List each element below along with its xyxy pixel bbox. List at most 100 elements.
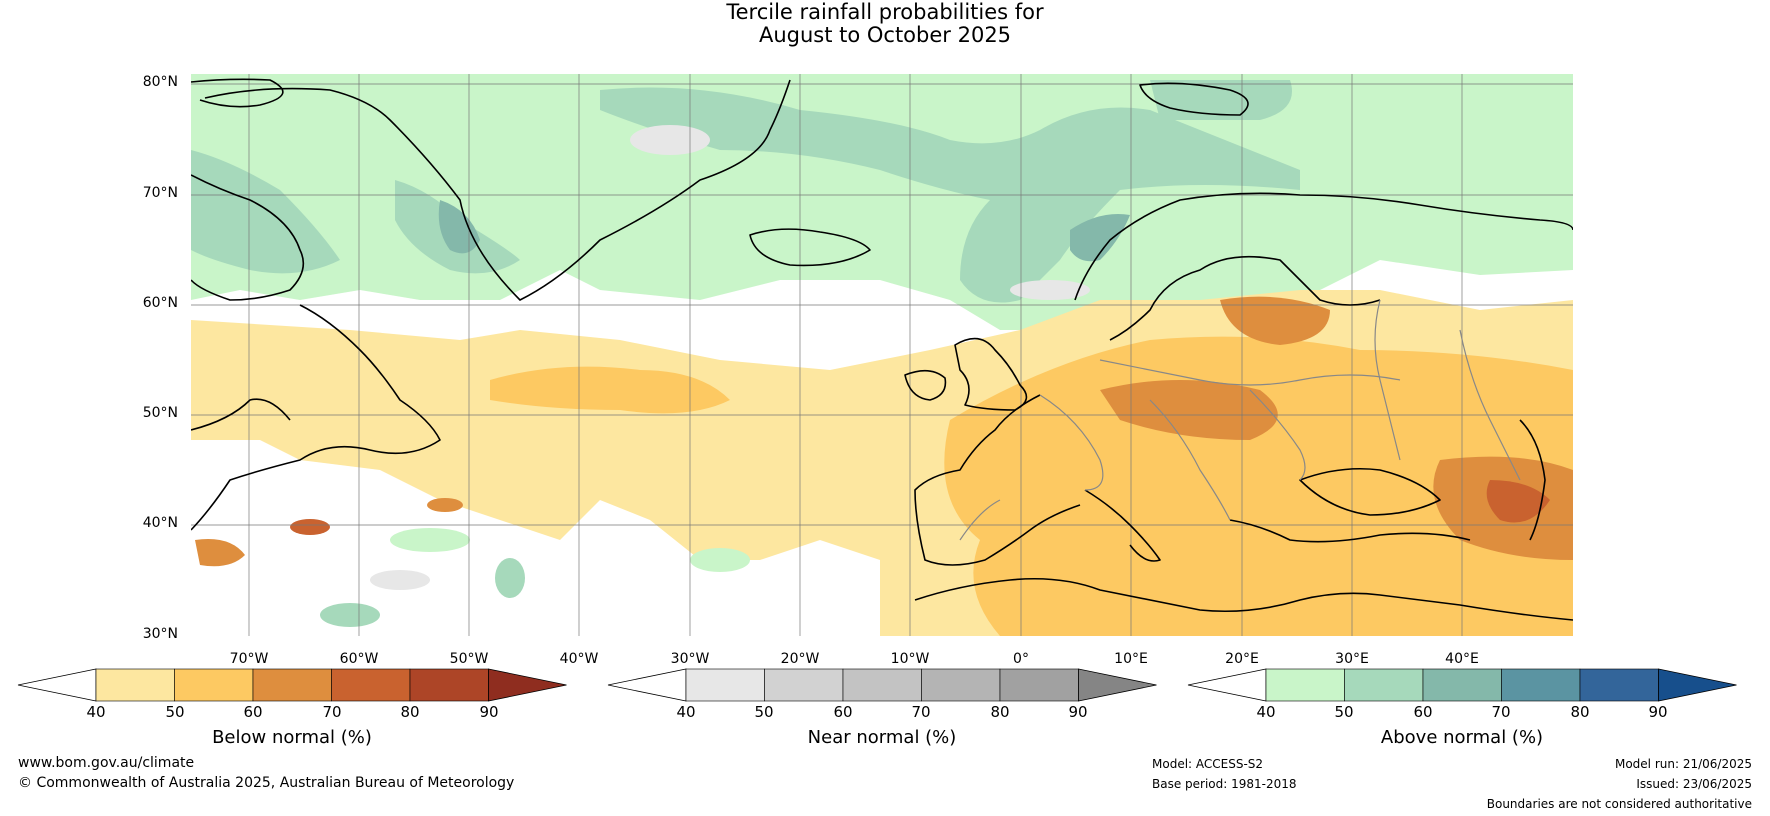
legend-tick: 90 [479,703,499,721]
legend-tick: 60 [1413,703,1433,721]
lat-label: 60°N [142,295,178,311]
legend-below-normal [17,668,567,702]
above-normal-band-mid [600,87,1300,303]
legend-swatch [1501,668,1581,702]
coast-france-iberia [914,394,1081,566]
legend-tick: 80 [990,703,1010,721]
above-normal-greenland-west [191,150,340,274]
legend-swatch [764,668,844,702]
legend-swatch [174,668,254,702]
coast-greenland [204,79,791,301]
lat-label: 40°N [142,515,178,531]
legend-swatch [409,668,489,702]
coast-baffin-labrador [191,174,305,301]
coast-greece-turkey [1229,519,1471,543]
legend-swatch [1265,668,1345,702]
above-normal-scandinavia-coast [1070,214,1130,262]
legend-extend-high [1658,668,1737,702]
legend-swatch [1422,668,1502,702]
legend-extend-high [488,668,567,702]
below-normal-spot [427,498,463,512]
legend-tick: 70 [1491,703,1511,721]
near-normal-patch [1010,280,1090,300]
legend-tick: 70 [911,703,931,721]
below-normal-atlantic-band [490,366,730,414]
coast-hudson [191,398,291,431]
lon-label: 50°W [449,651,489,667]
map-title-line1: Tercile rainfall probabilities for [726,0,1044,24]
legend-swatch [95,668,175,702]
above-normal-patch [390,528,470,552]
legend-swatch [331,668,411,702]
legend-tick: 40 [1256,703,1276,721]
above-normal-patch [690,548,750,572]
coast-sweden-finland [1109,255,1381,341]
coast-svalbard [1139,82,1249,116]
legend-extend-low [607,668,687,702]
lon-label: 30°E [1335,651,1369,667]
legend-label-above-normal: Above normal (%) [1380,727,1544,748]
coast-uk [954,337,1028,411]
coast-caspian [1519,419,1546,541]
lon-label: 30°W [670,651,710,667]
coast-iceland [749,228,871,267]
legend-tick: 90 [1068,703,1088,721]
legend-extend-high [1078,668,1157,702]
coast-black-sea [1299,467,1441,516]
map-title-line2: August to October 2025 [758,23,1012,47]
legend-tick: 60 [833,703,853,721]
lon-label: 10°E [1114,651,1148,667]
below-normal-europe-core [944,336,1573,636]
below-normal-turkey-core [1486,480,1550,523]
legend-swatch [1579,668,1659,702]
lon-label: 20°E [1225,651,1259,667]
legend-tick: 60 [243,703,263,721]
lat-label: 50°N [142,405,178,421]
legend-tick: 50 [1334,703,1354,721]
lon-label: 0° [1013,651,1029,667]
legend-swatch [999,668,1079,702]
model-run-date: Model run: 21/06/2025 [1614,757,1752,771]
issued-date: Issued: 23/06/2025 [1636,777,1752,791]
legend-tick: 50 [754,703,774,721]
lat-label: 30°N [142,626,178,642]
legend-swatch [1344,668,1424,702]
above-normal-region-north [191,74,1573,330]
above-normal-patch [320,603,380,627]
legend-label-near-normal: Near normal (%) [807,727,957,748]
website-link[interactable]: www.bom.gov.au/climate [18,755,195,771]
legend-extend-low [1187,668,1267,702]
lon-label: 70°W [229,651,269,667]
base-period: Base period: 1981-2018 [1152,777,1297,791]
copyright-text: © Commonwealth of Australia 2025, Austra… [18,775,515,791]
legend-label-below-normal: Below normal (%) [212,727,372,748]
legend-tick: 80 [400,703,420,721]
model-name: Model: ACCESS-S2 [1152,757,1264,771]
legend-tick: 40 [676,703,696,721]
near-normal-patch [370,570,430,590]
legend-above-normal [1187,668,1737,702]
coast-italy [1084,489,1161,562]
coastlines [191,78,1573,621]
lon-label: 60°W [339,651,379,667]
lon-label: 10°W [890,651,930,667]
below-normal-spot [290,519,330,535]
coast-norway [1074,192,1573,301]
legend-tick: 80 [1570,703,1590,721]
above-normal-greenland-core [438,200,480,254]
lat-label: 80°N [142,74,178,90]
coast-canada-arctic [191,78,284,108]
lon-label: 20°W [780,651,820,667]
below-normal-central-europe [1100,380,1278,440]
legend-swatch [685,668,765,702]
legend-tick: 90 [1648,703,1668,721]
above-normal-svalbard [1150,80,1292,120]
lat-label: 70°N [142,185,178,201]
below-normal-us-east [195,539,245,567]
coast-north-africa [914,577,1573,621]
legend-extend-low [17,668,97,702]
country-borders [959,299,1521,541]
above-normal-patch [495,558,525,598]
legend-tick: 40 [86,703,106,721]
